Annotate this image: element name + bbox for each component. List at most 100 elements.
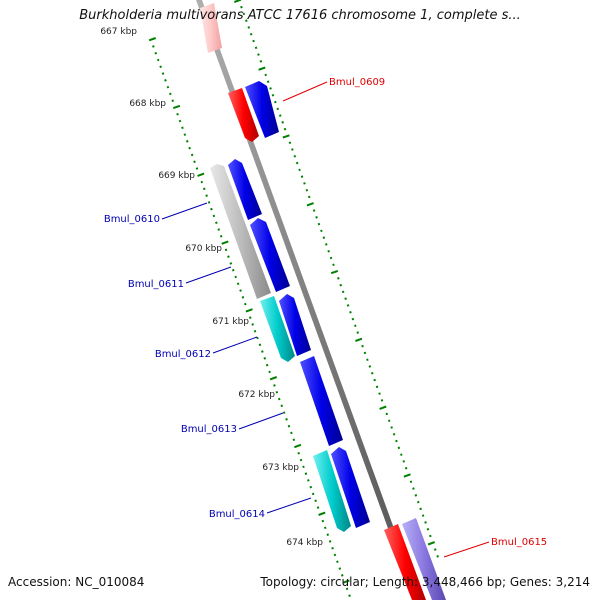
minor-tick — [340, 574, 344, 577]
leader-bmul-0615 — [443, 541, 490, 558]
gene-label-bmul-0614[interactable]: Bmul_0614 — [209, 509, 265, 520]
minor-tick — [429, 534, 432, 538]
gene-label-leaders — [161, 81, 490, 558]
minor-tick — [176, 112, 179, 116]
gene-bmul-0614-cyan — [313, 450, 351, 532]
minor-tick — [331, 546, 334, 550]
major-tick — [282, 134, 290, 139]
minor-tick — [424, 521, 427, 524]
minor-tick — [268, 370, 271, 374]
minor-tick — [278, 114, 282, 117]
scale-label-672: 672 kbp — [238, 390, 275, 400]
topology-summary: Topology: circular; Length: 3,448,466 bp… — [260, 575, 590, 589]
major-tick — [197, 172, 205, 177]
minor-tick — [154, 51, 158, 55]
major-tick — [269, 376, 278, 381]
major-tick — [427, 541, 436, 546]
major-tick — [342, 579, 350, 584]
minor-tick — [400, 453, 403, 456]
minor-tick — [207, 201, 211, 204]
minor-tick — [419, 507, 422, 511]
minor-tick — [316, 506, 320, 509]
major-tick — [258, 66, 266, 71]
gene-label-bmul-0610[interactable]: Bmul_0610 — [104, 214, 160, 225]
gene-labels: Bmul_0609 Bmul_0610 Bmul_0611 Bmul_0612 … — [104, 77, 547, 548]
minor-tick — [244, 302, 247, 306]
minor-tick — [295, 161, 299, 165]
leader-bmul-0612 — [212, 336, 258, 354]
minor-tick — [156, 58, 160, 62]
minor-tick — [414, 494, 418, 497]
minor-tick — [322, 236, 326, 239]
scale-label-667: 667 kbp — [100, 27, 137, 37]
minor-tick — [421, 514, 425, 517]
gene-label-bmul-0615[interactable]: Bmul_0615 — [491, 537, 547, 548]
minor-tick — [287, 424, 291, 428]
minor-tick — [315, 216, 318, 219]
minor-tick — [181, 126, 184, 130]
minor-tick — [366, 358, 369, 361]
major-tick — [221, 240, 229, 245]
accession-text: Accession: NC_010084 — [8, 575, 145, 589]
minor-tick — [307, 195, 311, 199]
minor-tick — [328, 540, 332, 543]
minor-tick — [299, 458, 303, 462]
minor-tick — [303, 182, 306, 185]
minor-tick — [252, 39, 255, 43]
minor-tick — [195, 167, 199, 170]
minor-tick — [361, 344, 364, 348]
minor-tick — [210, 207, 213, 211]
minor-tick — [276, 107, 280, 111]
minor-tick — [292, 438, 296, 442]
minor-tick — [258, 343, 262, 347]
minor-tick — [368, 365, 372, 368]
minor-tick — [363, 351, 367, 355]
minor-tick — [346, 304, 350, 307]
minor-tick — [251, 323, 254, 326]
minor-tick — [242, 12, 246, 16]
minor-tick — [351, 317, 355, 321]
minor-tick — [161, 72, 165, 75]
major-tick — [306, 202, 314, 207]
minor-tick — [239, 289, 242, 292]
minor-tick — [354, 324, 357, 328]
major-tick — [318, 511, 326, 516]
scale-label-673: 673 kbp — [262, 463, 299, 473]
backbone — [196, 0, 420, 600]
minor-tick — [402, 460, 406, 463]
gene-bmul-0610-grey — [210, 164, 271, 299]
minor-tick — [298, 168, 301, 172]
scale-labels: 667 kbp 668 kbp 669 kbp 670 kbp 671 kbp … — [100, 27, 323, 548]
minor-tick — [257, 53, 260, 56]
minor-tick — [375, 385, 379, 389]
minor-tick — [345, 587, 349, 591]
gene-blue-3 — [279, 294, 311, 356]
minor-tick — [280, 404, 284, 408]
minor-tick — [293, 155, 297, 158]
minor-tick — [302, 465, 305, 469]
minor-tick — [275, 390, 279, 394]
gene-label-bmul-0611[interactable]: Bmul_0611 — [128, 279, 184, 290]
gene-blue-5 — [331, 447, 370, 528]
minor-tick — [253, 329, 257, 333]
minor-tick — [300, 175, 304, 178]
minor-tick — [341, 290, 345, 294]
minor-tick — [236, 282, 240, 286]
gene-label-bmul-0609[interactable]: Bmul_0609 — [329, 77, 385, 88]
minor-tick — [297, 451, 300, 455]
scale-label-674: 674 kbp — [286, 538, 323, 548]
minor-tick — [190, 153, 194, 157]
major-tick — [355, 337, 363, 342]
gene-label-bmul-0612[interactable]: Bmul_0612 — [155, 349, 211, 360]
minor-tick — [370, 371, 374, 375]
minor-tick — [426, 527, 430, 531]
minor-tick — [349, 310, 352, 314]
major-tick — [148, 37, 157, 42]
minor-tick — [321, 519, 325, 523]
major-tick — [172, 104, 181, 110]
gene-bmul-0609-red — [228, 88, 259, 142]
minor-tick — [264, 73, 267, 77]
gene-label-bmul-0613[interactable]: Bmul_0613 — [181, 424, 237, 435]
minor-tick — [266, 80, 270, 83]
